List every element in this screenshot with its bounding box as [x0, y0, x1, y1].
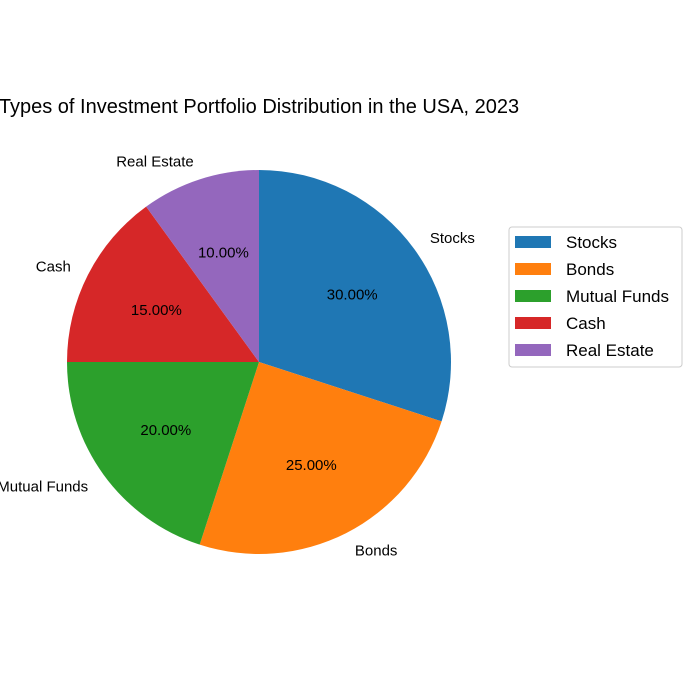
slice-label-mutual-funds: Mutual Funds [0, 478, 88, 495]
legend-label-stocks: Stocks [566, 233, 617, 252]
pie-slice-cash [67, 206, 259, 362]
slice-label-cash: Cash [36, 258, 71, 275]
chart-title: Types of Investment Portfolio Distributi… [0, 96, 519, 118]
slice-percent-cash: 15.00% [131, 302, 182, 319]
pie-slice-stocks [259, 170, 451, 422]
legend-frame [508, 226, 683, 368]
pie-slice-real-estate [146, 170, 259, 362]
labels-layer: Stocks 30.00% Bonds 25.00% Mutual Funds 20.00… [0, 153, 475, 559]
legend: Stocks Bonds Mutual Funds Cash Real Estate [508, 226, 683, 368]
slice-label-stocks: Stocks [430, 230, 475, 247]
slice-percent-bonds: 25.00% [286, 457, 337, 474]
slice-percent-mutual-funds: 20.00% [140, 422, 191, 439]
pie-slice-mutual-funds [67, 362, 259, 545]
pie-slice-bonds [199, 362, 442, 554]
slice-percent-real-estate: 10.00% [198, 245, 249, 262]
legend-swatch-cash [515, 317, 551, 329]
legend-swatch-stocks [515, 236, 551, 248]
slice-label-real-estate: Real Estate [116, 153, 194, 170]
slices-layer [67, 170, 451, 554]
legend-swatch-real-estate [515, 344, 551, 356]
legend-swatch-mutual-funds [515, 290, 551, 302]
legend-label-bonds: Bonds [566, 260, 614, 279]
legend-label-real-estate: Real Estate [566, 341, 654, 360]
legend-swatch-bonds [515, 263, 551, 275]
slice-percent-stocks: 30.00% [327, 287, 378, 304]
legend-label-cash: Cash [566, 314, 606, 333]
legend-label-mutual-funds: Mutual Funds [566, 287, 669, 306]
slice-label-bonds: Bonds [355, 542, 398, 559]
